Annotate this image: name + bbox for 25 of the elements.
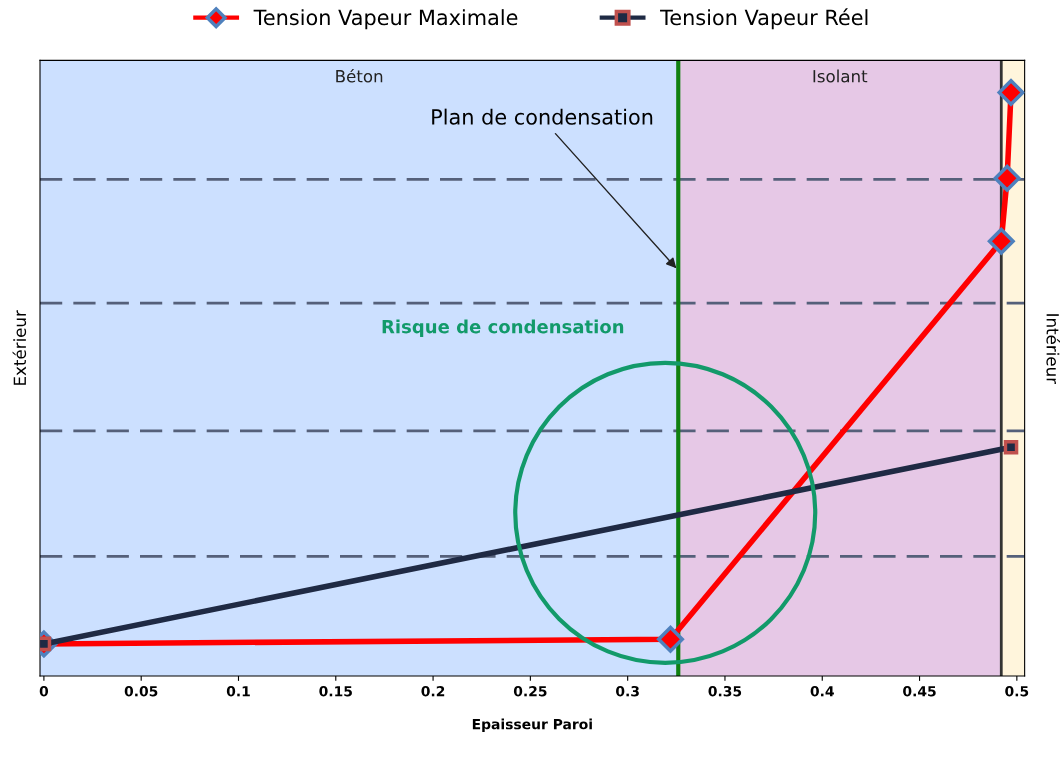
annotation: Plan de condensation <box>432 108 653 125</box>
band-label: Isolant <box>813 69 868 83</box>
x-tick-label: 0.35 <box>708 685 742 697</box>
x-tick-label: 0 <box>39 685 49 697</box>
annotation: Risque de condensation <box>382 319 624 337</box>
text: Intérieur <box>1046 314 1060 385</box>
band-label: Béton <box>336 68 383 83</box>
text: Extérieur <box>12 310 27 385</box>
x-tick-label: 0.45 <box>903 685 936 697</box>
legend-label: Tension Vapeur Maximale <box>253 9 518 30</box>
x-tick-label: 0.2 <box>421 685 445 697</box>
point <box>997 78 1025 106</box>
point <box>1003 439 1019 455</box>
point <box>987 227 1015 255</box>
x-tick-label: 0.25 <box>513 685 547 697</box>
point <box>993 164 1021 192</box>
x-tick-label: 0.15 <box>319 685 352 697</box>
x-tick-label: 0.4 <box>810 685 834 697</box>
x-tick-label: 0.5 <box>1005 685 1029 697</box>
x-tick-label: 0.1 <box>226 685 250 697</box>
x-tick-label: 0.05 <box>124 685 158 697</box>
point <box>656 625 684 653</box>
x-axis-title: Epaisseur Paroi <box>472 718 592 733</box>
x-tick-label: 0.3 <box>616 685 639 697</box>
legend-label: Tension Vapeur Réel <box>660 8 868 30</box>
